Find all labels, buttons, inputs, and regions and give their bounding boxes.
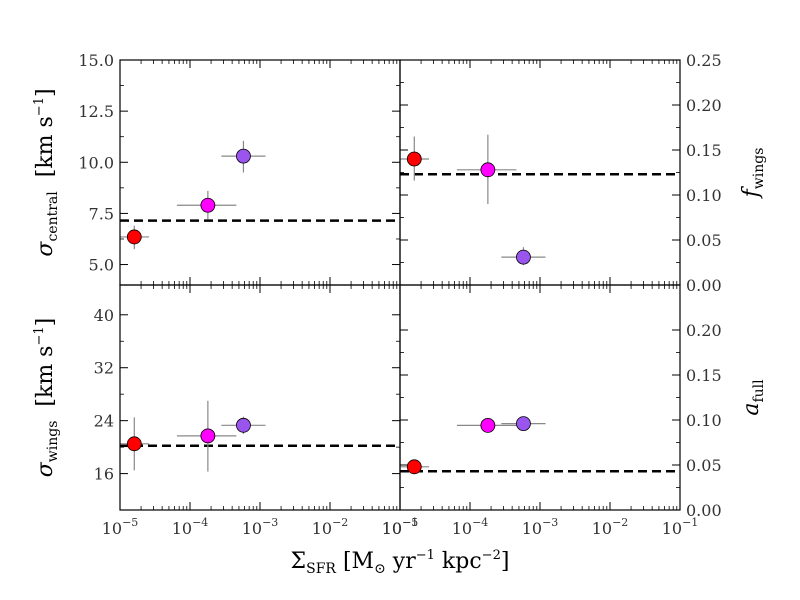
x-tick-label: 10−4 xyxy=(452,516,489,538)
y-tick-label: 0.20 xyxy=(686,96,722,115)
y-tick-label: 0.20 xyxy=(686,321,722,340)
y-axis-label: fwings xyxy=(739,148,767,200)
data-point-purple xyxy=(236,417,251,433)
data-point-red xyxy=(126,436,142,452)
y-tick-label: 0.15 xyxy=(686,366,722,385)
y-axis-label: σcentral [km s−1] xyxy=(32,88,61,256)
panel-top-right: 0.00 0.05 0.10 0.15 0.20 0.25 fwings xyxy=(399,51,767,295)
data-point-magenta xyxy=(480,417,496,433)
y-tick-label: 32 xyxy=(94,359,114,378)
y-tick-label: 0.10 xyxy=(686,186,722,205)
panel-frame xyxy=(119,59,401,286)
y-tick-label: 0.05 xyxy=(686,456,722,475)
x-tick-label: 10−1 xyxy=(662,516,699,538)
x-tick-label: 10−1 xyxy=(382,516,419,538)
data-point-red xyxy=(406,459,422,475)
x-tick-label: 10−5 xyxy=(102,516,139,538)
y-tick-label: 40 xyxy=(94,306,114,325)
data-point-magenta xyxy=(200,197,216,213)
y-tick-label: 15.0 xyxy=(78,51,114,70)
y-tick-label: 24 xyxy=(94,412,114,431)
data-point-purple xyxy=(516,249,531,265)
y-tick-label: 16 xyxy=(94,465,114,484)
y-tick-label: 0.05 xyxy=(686,231,722,250)
data-point-purple xyxy=(516,416,531,432)
data-point-magenta xyxy=(480,162,496,178)
y-tick-label: 0.25 xyxy=(686,51,722,70)
x-tick-label: 10−5 xyxy=(382,516,419,538)
y-tick-label: 0.15 xyxy=(686,141,722,160)
data-point-purple xyxy=(236,148,251,164)
panel-frame xyxy=(399,59,681,286)
panel-frame xyxy=(119,284,401,511)
y-tick-label: 5.0 xyxy=(89,256,114,275)
y-tick-label: 0.00 xyxy=(686,276,722,295)
y-tick-label: 12.5 xyxy=(78,102,114,121)
x-tick-label: 10−4 xyxy=(172,516,209,538)
x-tick-label: 10−3 xyxy=(522,516,559,538)
data-point-red xyxy=(406,151,422,167)
y-tick-label: 0.10 xyxy=(686,411,722,430)
y-tick-label: 10.0 xyxy=(78,153,114,172)
x-tick-label: 10−2 xyxy=(312,516,349,538)
y-axis-label: afull xyxy=(739,379,767,416)
x-tick-label: 10−2 xyxy=(592,516,629,538)
x-tick-label: 10−3 xyxy=(242,516,279,538)
y-axis-label: σwings [km s−1] xyxy=(32,318,61,477)
y-tick-label: 7.5 xyxy=(89,204,114,223)
panel-frame xyxy=(399,284,681,511)
panel-bottom-right: 10−5 10−4 10−3 10−2 10−10.000.050.100.150.20… xyxy=(382,284,767,538)
x-axis-label: ΣSFR [M⊙ yr−1 kpc−2] xyxy=(291,548,510,577)
y-tick-label: 0.00 xyxy=(686,501,722,520)
panel-bottom-left: 10−5 10−4 10−3 10−2 10−1 16 24 32 40 σwings [km s… xyxy=(32,284,419,538)
data-point-magenta xyxy=(200,428,216,444)
data-point-red xyxy=(126,229,142,245)
panel-top-left: 5.0 7.5 10.0 12.5 15.0 σcentral [km s−1] xyxy=(32,51,401,286)
